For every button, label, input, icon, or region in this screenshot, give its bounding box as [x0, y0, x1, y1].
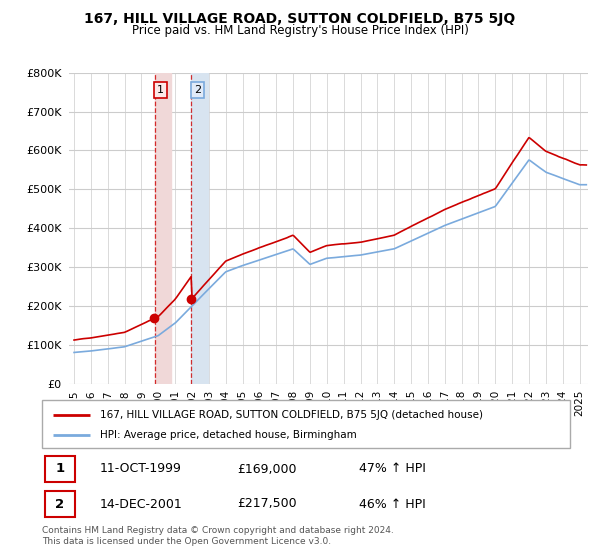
Text: Contains HM Land Registry data © Crown copyright and database right 2024.
This d: Contains HM Land Registry data © Crown c…	[42, 526, 394, 546]
Bar	[191, 73, 208, 384]
Text: 14-DEC-2001: 14-DEC-2001	[100, 497, 183, 511]
Text: 1: 1	[157, 85, 164, 95]
Text: 167, HILL VILLAGE ROAD, SUTTON COLDFIELD, B75 5JQ (detached house): 167, HILL VILLAGE ROAD, SUTTON COLDFIELD…	[100, 410, 483, 419]
Text: 167, HILL VILLAGE ROAD, SUTTON COLDFIELD, B75 5JQ: 167, HILL VILLAGE ROAD, SUTTON COLDFIELD…	[85, 12, 515, 26]
FancyBboxPatch shape	[42, 400, 570, 448]
Text: 47% ↑ HPI: 47% ↑ HPI	[359, 463, 425, 475]
Text: Price paid vs. HM Land Registry's House Price Index (HPI): Price paid vs. HM Land Registry's House …	[131, 24, 469, 37]
Bar	[155, 73, 172, 384]
Text: HPI: Average price, detached house, Birmingham: HPI: Average price, detached house, Birm…	[100, 430, 357, 440]
Text: 46% ↑ HPI: 46% ↑ HPI	[359, 497, 425, 511]
Text: 2: 2	[55, 497, 65, 511]
Text: £169,000: £169,000	[238, 463, 297, 475]
Text: 11-OCT-1999: 11-OCT-1999	[100, 463, 182, 475]
Text: 1: 1	[55, 463, 65, 475]
Text: £217,500: £217,500	[238, 497, 297, 511]
FancyBboxPatch shape	[44, 492, 75, 516]
FancyBboxPatch shape	[44, 456, 75, 482]
Text: 2: 2	[194, 85, 201, 95]
